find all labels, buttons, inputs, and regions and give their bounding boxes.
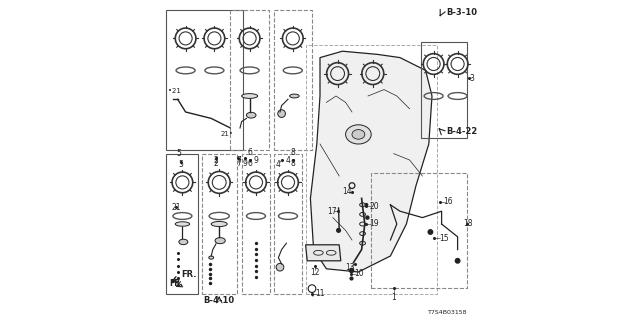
Text: 4: 4 (276, 160, 281, 169)
Text: 15: 15 (439, 234, 449, 243)
Text: 16: 16 (443, 197, 453, 206)
Text: 3: 3 (470, 74, 474, 83)
Text: 1: 1 (391, 293, 396, 302)
Text: 6: 6 (247, 159, 252, 168)
Text: 4: 4 (285, 156, 291, 164)
Ellipse shape (246, 112, 256, 118)
Ellipse shape (215, 237, 225, 244)
Bar (274, 10, 312, 150)
Text: 18: 18 (463, 220, 473, 228)
Text: T7S4B03158: T7S4B03158 (428, 309, 467, 315)
Polygon shape (310, 51, 432, 272)
Text: 7: 7 (236, 156, 241, 164)
Text: 5: 5 (177, 149, 182, 158)
Circle shape (276, 263, 284, 271)
Text: 9: 9 (253, 156, 259, 164)
Text: 9: 9 (243, 159, 247, 168)
Text: 21•: 21• (221, 132, 234, 137)
Text: 14: 14 (342, 188, 352, 196)
Text: B-3-10: B-3-10 (447, 8, 477, 17)
Ellipse shape (179, 239, 188, 245)
Circle shape (428, 230, 433, 234)
Ellipse shape (209, 256, 214, 259)
Bar (371, 173, 467, 288)
Circle shape (365, 215, 370, 220)
Ellipse shape (289, 94, 300, 98)
Text: 2: 2 (214, 156, 218, 164)
Text: •21: •21 (168, 88, 181, 94)
Text: 8: 8 (291, 159, 295, 168)
Ellipse shape (211, 221, 227, 227)
Bar (274, 154, 303, 294)
Text: B-4-10: B-4-10 (204, 296, 235, 305)
Text: FR.: FR. (170, 279, 184, 288)
Polygon shape (306, 245, 340, 261)
Bar (230, 10, 269, 150)
Text: 20: 20 (369, 202, 379, 211)
Text: 17: 17 (326, 207, 337, 216)
Circle shape (278, 110, 285, 117)
Text: 12: 12 (310, 268, 319, 277)
Bar (202, 154, 237, 294)
Text: 11: 11 (316, 289, 324, 298)
Text: 2: 2 (214, 159, 218, 168)
Text: FR.: FR. (181, 270, 196, 279)
Bar (166, 154, 198, 294)
Ellipse shape (346, 125, 371, 144)
Bar (166, 10, 243, 150)
Bar (242, 154, 270, 294)
Ellipse shape (352, 130, 365, 139)
Text: 21: 21 (172, 203, 180, 212)
Ellipse shape (175, 222, 189, 226)
Bar (306, 45, 437, 294)
Text: B-4-22: B-4-22 (447, 127, 477, 136)
Text: 19: 19 (369, 220, 380, 228)
Text: 7: 7 (236, 159, 241, 168)
Text: 6: 6 (247, 148, 252, 156)
Circle shape (365, 203, 369, 207)
Text: 8: 8 (291, 148, 295, 156)
Ellipse shape (242, 94, 258, 99)
Text: 5: 5 (179, 160, 183, 169)
Text: 13: 13 (345, 263, 355, 272)
Circle shape (456, 259, 460, 263)
Text: 10: 10 (355, 269, 364, 278)
Bar (421, 42, 467, 138)
Circle shape (336, 228, 341, 233)
